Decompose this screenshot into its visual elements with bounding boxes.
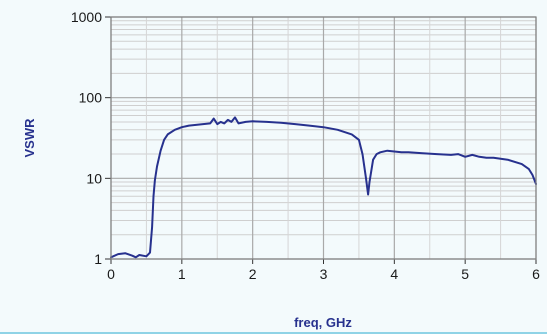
grid-major (105, 16, 537, 264)
x-tick-label: 2 (249, 266, 257, 282)
x-tick-label: 3 (320, 266, 328, 282)
y-tick-label: 100 (79, 90, 103, 106)
x-axis-title: freq, GHz (294, 315, 352, 330)
series-layer (110, 116, 537, 259)
x-tick-labels: 0 1 2 3 4 5 6 (107, 266, 540, 282)
y-tick-labels: 1 10 100 1000 (71, 9, 102, 267)
x-tick-label: 5 (461, 266, 469, 282)
y-tick-label: 1000 (71, 9, 102, 25)
vswr-series-line (110, 116, 537, 259)
y-tick-label: 10 (86, 170, 102, 186)
x-tick-label: 4 (390, 266, 398, 282)
x-tick-label: 0 (107, 266, 115, 282)
y-axis-title: VSWR (22, 118, 37, 158)
plot-frame (110, 16, 537, 260)
y-tick-label: 1 (94, 251, 102, 267)
x-tick-label: 6 (532, 266, 540, 282)
x-tick-label: 1 (178, 266, 186, 282)
